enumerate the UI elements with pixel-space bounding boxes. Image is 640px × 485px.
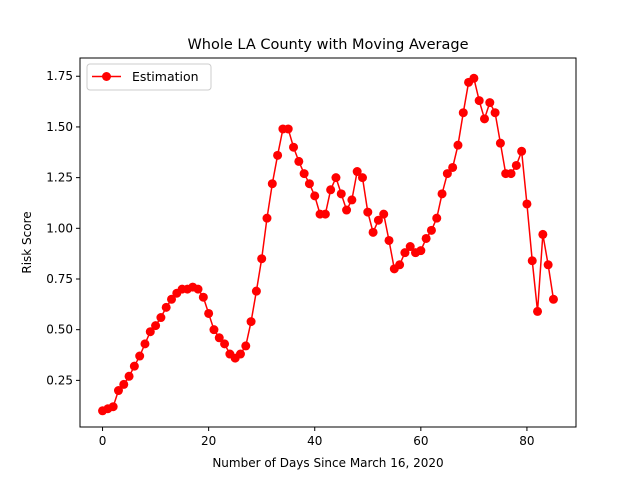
data-point	[517, 146, 527, 156]
data-point	[119, 379, 129, 389]
data-point	[257, 254, 267, 264]
data-point	[273, 150, 283, 160]
data-point	[442, 169, 452, 179]
data-point	[151, 321, 161, 331]
data-point	[347, 195, 357, 205]
data-point	[495, 138, 505, 148]
data-point	[506, 169, 516, 179]
data-point	[405, 242, 415, 252]
x-tick-label: 60	[413, 434, 428, 448]
y-tick-label: 0.50	[46, 323, 73, 337]
data-point	[161, 302, 171, 312]
data-point	[469, 73, 479, 83]
x-tick-label: 0	[99, 434, 107, 448]
data-point	[193, 284, 203, 294]
data-point	[283, 124, 293, 134]
x-tick-label: 20	[201, 434, 216, 448]
x-tick-label: 80	[519, 434, 534, 448]
x-axis-label: Number of Days Since March 16, 2020	[212, 456, 443, 470]
plot-area	[80, 58, 576, 427]
data-point	[156, 313, 166, 323]
data-point	[167, 294, 177, 304]
data-point	[304, 179, 314, 189]
data-point	[310, 191, 320, 201]
data-point	[235, 349, 245, 359]
data-point	[533, 306, 543, 316]
data-point	[124, 371, 134, 381]
data-point	[246, 317, 256, 327]
data-point	[479, 114, 489, 124]
data-point	[426, 225, 436, 235]
data-point	[241, 341, 251, 351]
chart-title: Whole LA County with Moving Average	[187, 37, 468, 53]
data-point	[342, 205, 352, 215]
plot-frame	[79, 57, 577, 428]
data-point	[331, 173, 341, 183]
data-point	[437, 189, 447, 199]
legend-label-estimation: Estimation	[132, 69, 199, 84]
data-point	[527, 256, 537, 266]
data-point	[294, 156, 304, 166]
data-point	[522, 199, 532, 209]
y-tick-label: 0.75	[46, 272, 73, 286]
data-point	[262, 213, 272, 223]
legend: Estimation	[86, 63, 212, 91]
legend-marker-estimation	[102, 72, 111, 81]
data-point	[548, 294, 558, 304]
data-point	[299, 169, 309, 179]
y-tick-label: 1.25	[46, 171, 73, 185]
y-tick-label: 1.75	[46, 69, 73, 83]
y-axis: 0.25 0.50 0.75 1.00 1.25 1.50 1.75	[46, 69, 80, 387]
data-point	[135, 351, 145, 361]
data-point	[448, 162, 458, 172]
data-point	[140, 339, 150, 349]
data-point	[395, 260, 405, 270]
data-point	[400, 248, 410, 258]
data-point	[543, 260, 553, 270]
data-point	[108, 402, 118, 412]
y-tick-label: 1.00	[46, 221, 73, 235]
data-point	[379, 209, 389, 219]
data-point	[326, 185, 336, 195]
y-tick-label: 1.50	[46, 120, 73, 134]
data-point	[129, 361, 139, 371]
data-point	[145, 327, 155, 337]
data-point	[198, 292, 208, 302]
data-point	[490, 108, 500, 118]
data-point	[251, 286, 261, 296]
data-point	[416, 246, 426, 256]
data-point	[363, 207, 373, 217]
data-point	[204, 308, 214, 318]
data-point	[485, 98, 495, 108]
data-point	[352, 167, 362, 177]
data-point	[336, 189, 346, 199]
data-point	[373, 215, 383, 225]
data-point	[267, 179, 277, 189]
data-point	[384, 235, 394, 245]
data-point	[368, 227, 378, 237]
data-point	[458, 108, 468, 118]
data-point	[220, 339, 230, 349]
data-point	[289, 142, 299, 152]
series-markers-estimation	[98, 73, 558, 416]
data-point	[432, 213, 442, 223]
data-point	[421, 233, 431, 243]
data-point	[113, 386, 123, 396]
x-tick-label: 40	[307, 434, 322, 448]
data-point	[474, 96, 484, 106]
data-point	[214, 333, 224, 343]
data-point	[357, 173, 367, 183]
data-point	[453, 140, 463, 150]
y-tick-label: 0.25	[46, 373, 73, 387]
data-point	[209, 325, 219, 335]
data-point	[538, 229, 548, 239]
legend-box	[86, 63, 212, 91]
data-point	[511, 160, 521, 170]
data-point	[320, 209, 330, 219]
y-axis-label: Risk Score	[20, 211, 34, 273]
x-axis: 0 20 40 60 80	[99, 427, 535, 448]
